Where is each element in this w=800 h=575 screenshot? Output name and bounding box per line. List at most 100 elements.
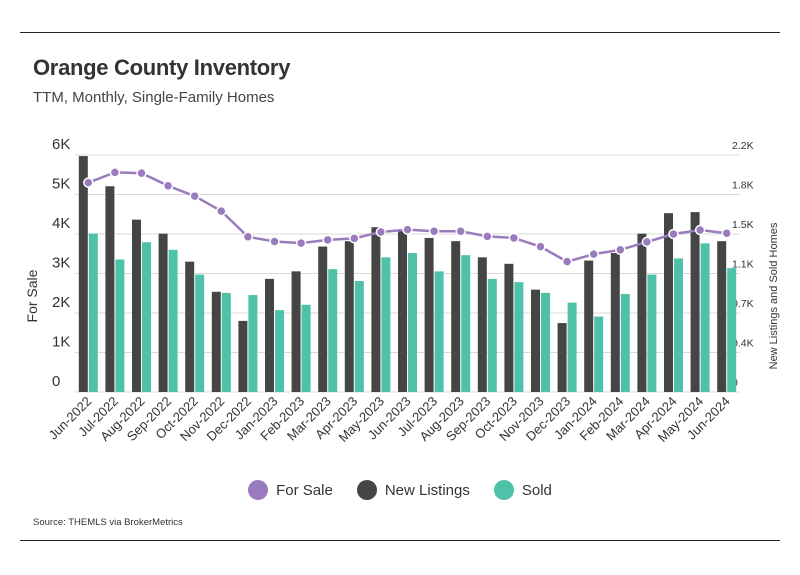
bar-new-listings	[265, 278, 274, 392]
bar-new-listings	[477, 257, 487, 392]
point-for-sale	[508, 232, 520, 244]
bar-sold	[195, 274, 205, 392]
bar-sold	[221, 292, 231, 392]
top-rule	[20, 32, 780, 33]
bottom-rule	[20, 540, 780, 541]
left-tick-label: 5K	[52, 176, 70, 193]
bar-sold	[434, 271, 444, 392]
point-for-sale	[694, 224, 706, 236]
point-for-sale	[615, 244, 626, 256]
point-for-sale	[242, 231, 254, 243]
bar-new-listings	[531, 289, 540, 392]
bar-new-listings	[504, 263, 514, 392]
point-for-sale	[269, 236, 280, 247]
left-tick-label: 1K	[52, 334, 70, 351]
point-for-sale	[83, 177, 94, 188]
source-note: Source: THEMLS via BrokerMetrics	[33, 517, 183, 528]
bar-sold	[354, 281, 364, 392]
point-for-sale	[588, 248, 599, 260]
bar-new-listings	[158, 233, 168, 392]
bar-sold	[620, 293, 630, 392]
point-for-sale	[561, 256, 573, 267]
bar-new-listings	[610, 253, 620, 392]
point-for-sale	[402, 224, 413, 235]
bar-new-listings	[717, 241, 727, 392]
chart-title: Orange County Inventory	[33, 55, 291, 80]
right-tick-label: 0.7K	[732, 298, 754, 310]
bar-sold	[514, 282, 524, 392]
bar-sold	[301, 304, 311, 392]
bar-new-listings	[238, 320, 248, 392]
bar-sold	[487, 278, 497, 392]
bar-new-listings	[371, 227, 381, 392]
bar-new-listings	[211, 291, 221, 392]
bar-sold	[248, 295, 258, 392]
bar-sold	[541, 292, 550, 392]
legend-label-sold: Sold	[521, 481, 552, 499]
point-for-sale	[721, 227, 732, 239]
point-for-sale	[162, 180, 174, 192]
legend-item-new-listings: New Listings	[356, 480, 470, 500]
legend-item-for-sale: For Sale	[248, 480, 333, 500]
point-for-sale	[189, 190, 200, 202]
bar-sold	[567, 302, 577, 392]
bar-new-listings	[78, 156, 88, 392]
bar-new-listings	[318, 246, 328, 392]
bar-new-listings	[185, 261, 195, 392]
chart-subtitle: TTM, Monthly, Single-Family Homes	[33, 89, 275, 106]
point-for-sale	[216, 205, 227, 217]
bar-sold	[381, 257, 391, 392]
bar-sold	[727, 268, 737, 392]
bar-sold	[88, 233, 98, 392]
bar-new-listings	[690, 212, 700, 392]
legend-label-for-sale: For Sale	[276, 481, 333, 499]
point-for-sale	[349, 233, 360, 244]
point-for-sale	[428, 225, 440, 237]
bar-sold	[700, 243, 710, 392]
point-for-sale	[535, 241, 546, 252]
left-tick-label: 3K	[52, 255, 70, 272]
right-tick-label: 1.8K	[732, 180, 754, 192]
point-for-sale	[109, 167, 121, 178]
point-for-sale	[482, 231, 493, 242]
bar-new-listings	[557, 323, 567, 392]
bar-sold	[674, 258, 683, 392]
point-for-sale	[295, 237, 307, 249]
right-tick-label: 1.1K	[732, 259, 754, 271]
bar-new-listings	[637, 233, 647, 392]
bar-sold	[328, 269, 338, 392]
bar-sold	[115, 259, 125, 392]
bar-sold	[142, 242, 151, 392]
legend: For Sale New Listings Sold	[0, 480, 800, 500]
right-tick-label: 0.4K	[732, 338, 754, 350]
bar-sold	[275, 310, 284, 392]
bar-new-listings	[344, 241, 354, 392]
bar-sold	[168, 249, 178, 392]
bar-new-listings	[398, 229, 407, 392]
left-tick-label: 6K	[52, 136, 70, 153]
legend-item-sold: Sold	[493, 480, 552, 500]
inventory-chart: 01K2K3K4K5K6K00.4K0.7K1.1K1.5K1.8K2.2KFo…	[24, 136, 780, 445]
point-for-sale	[322, 234, 333, 246]
point-for-sale	[375, 226, 387, 238]
left-tick-label: 0	[52, 373, 60, 390]
right-tick-label: 1.5K	[732, 219, 754, 231]
right-tick-label: 2.2K	[732, 140, 754, 152]
legend-label-new-listings: New Listings	[384, 481, 470, 499]
bar-sold	[594, 316, 604, 392]
bar-sold	[647, 274, 657, 392]
bar-new-listings	[105, 186, 115, 392]
left-tick-label: 4K	[52, 215, 70, 232]
left-axis-title: For Sale	[24, 269, 40, 322]
right-axis-title: New Listings and Sold Homes	[768, 222, 780, 369]
point-for-sale	[641, 236, 653, 248]
bar-new-listings	[451, 241, 461, 392]
legend-swatch-for-sale	[248, 480, 269, 500]
legend-swatch-new-listings	[356, 480, 377, 500]
left-tick-label: 2K	[52, 294, 70, 311]
point-for-sale	[668, 228, 679, 240]
bar-new-listings	[132, 219, 141, 392]
point-for-sale	[455, 225, 466, 237]
bar-sold	[408, 253, 417, 392]
bar-sold	[461, 255, 471, 392]
